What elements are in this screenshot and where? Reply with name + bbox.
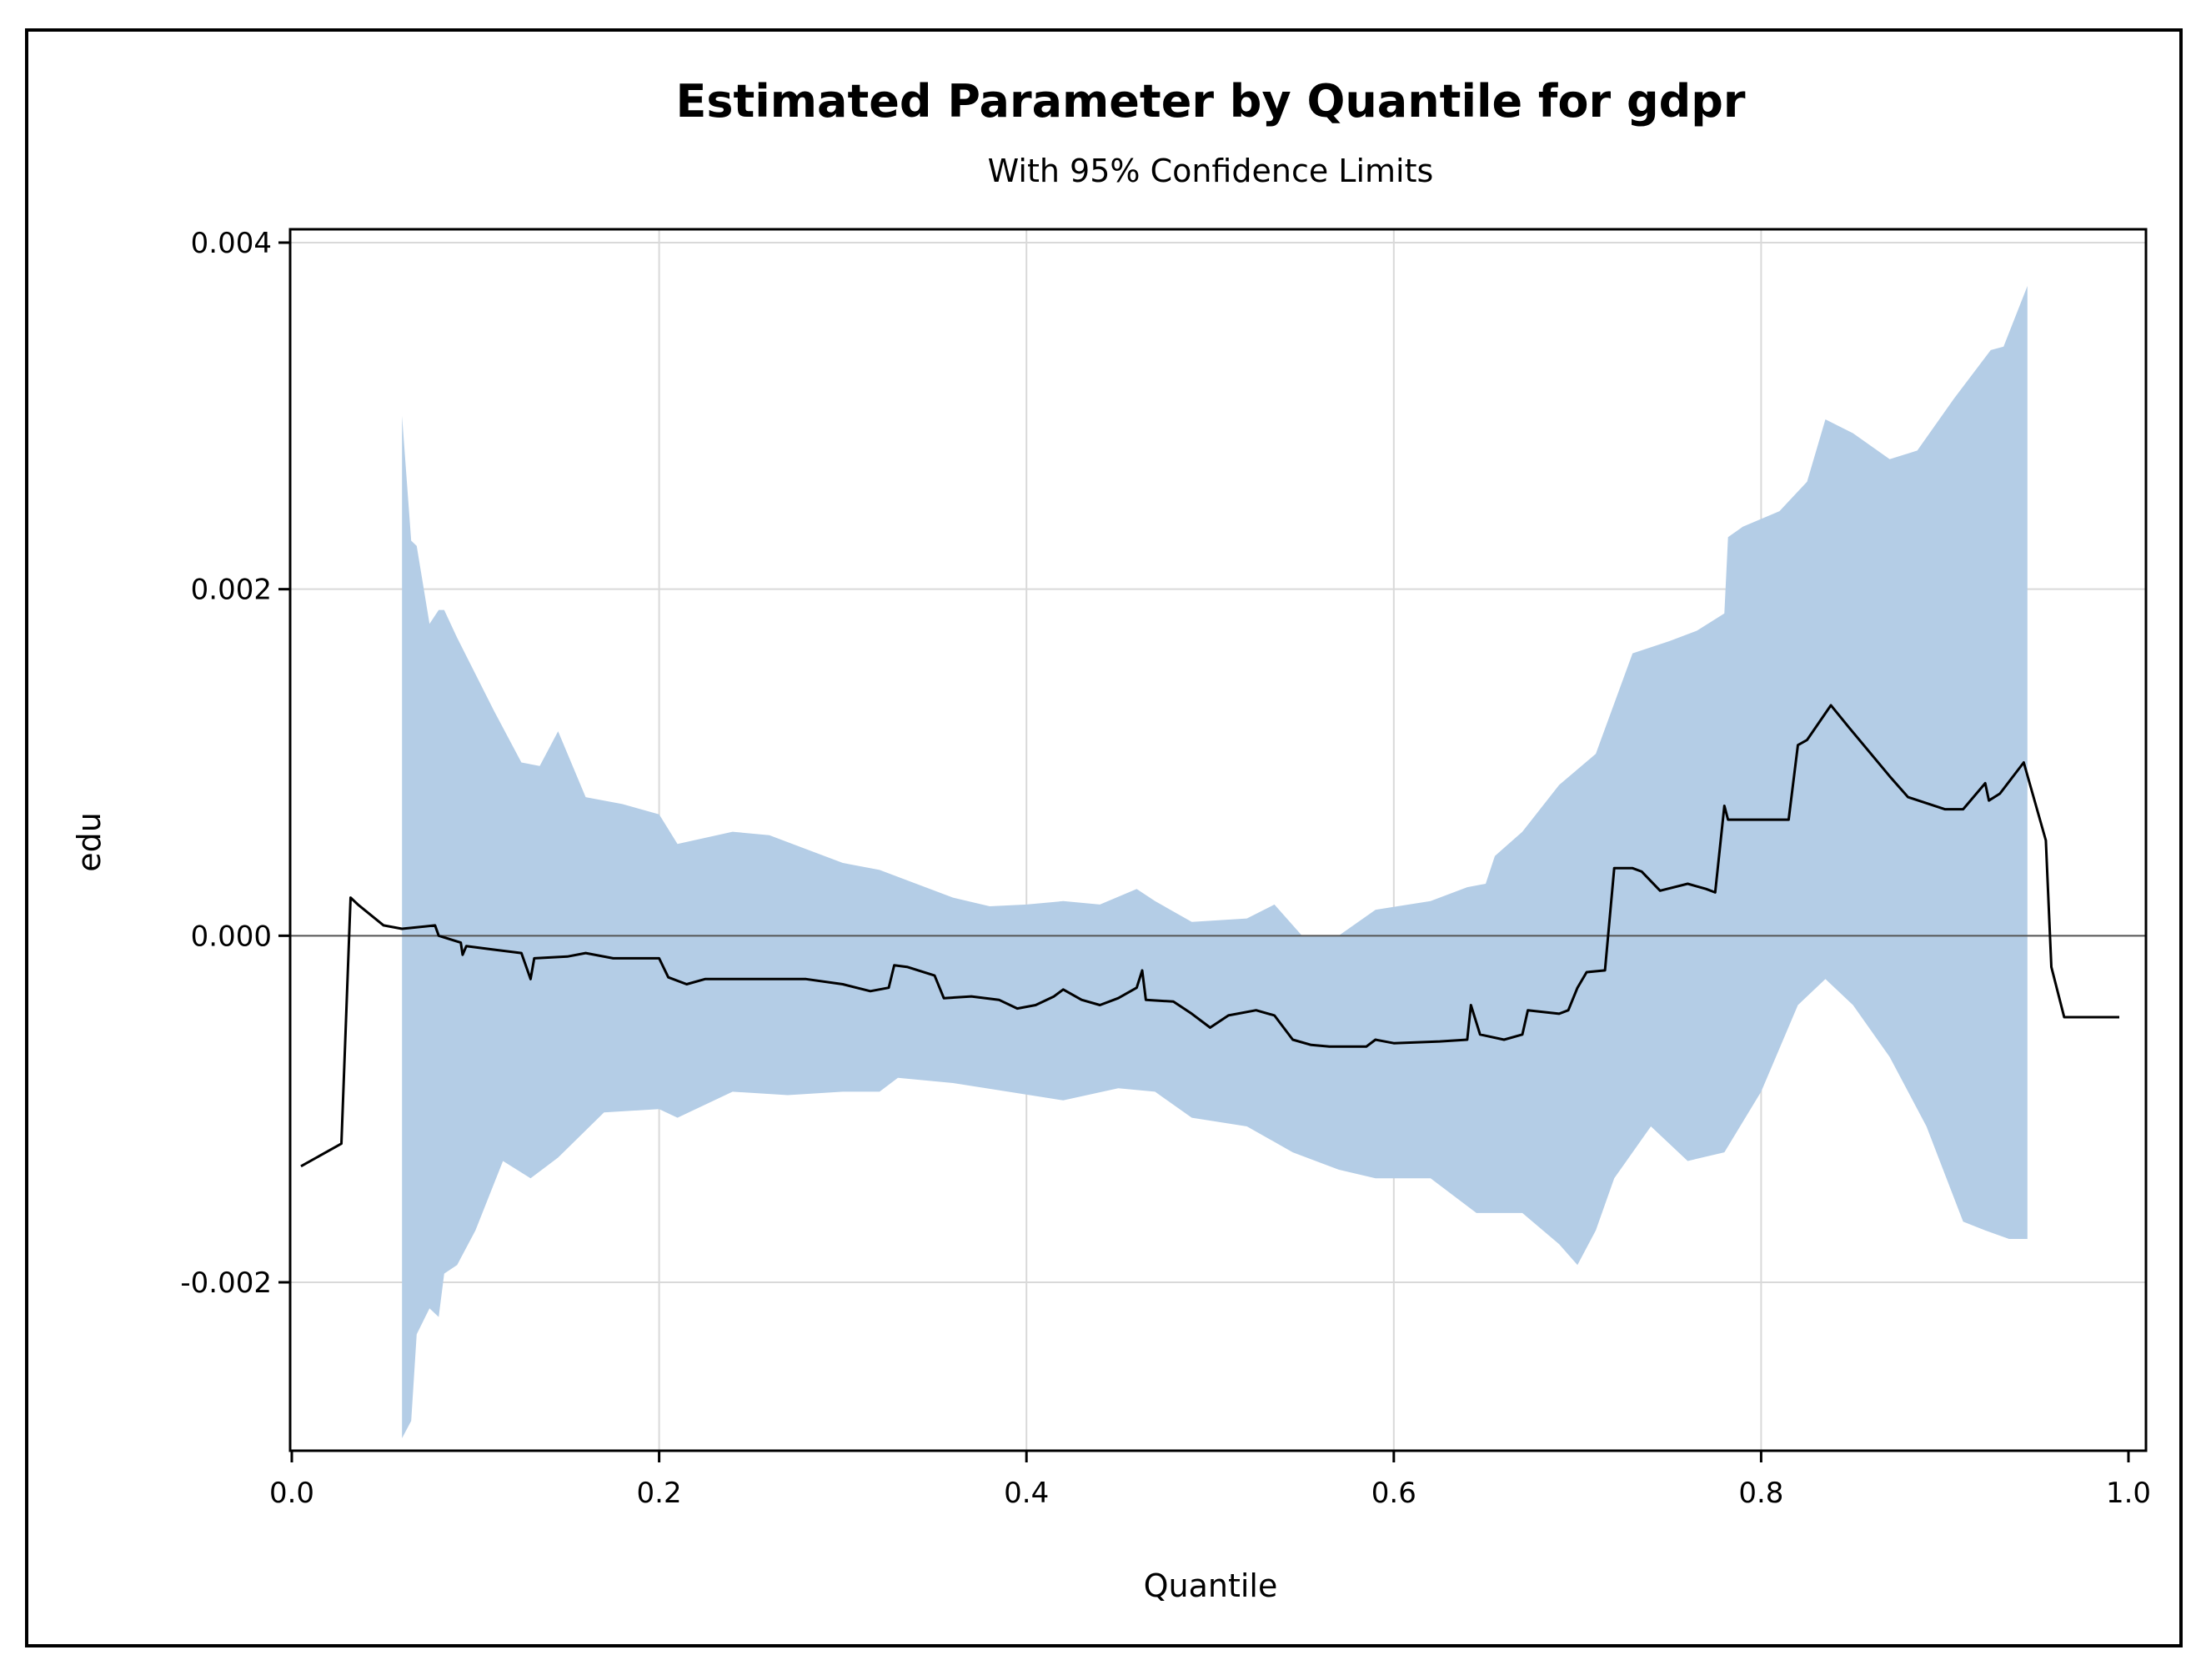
chart-subtitle: With 95% Confidence Limits (988, 153, 1434, 189)
chart-title: Estimated Parameter by Quantile for gdpr (675, 75, 1745, 128)
y-tick-label: -0.002 (180, 1266, 272, 1300)
x-tick-label: 0.0 (269, 1477, 314, 1510)
x-axis-label: Quantile (1144, 1567, 1278, 1604)
y-axis-ticks: 0.004 0.002 0.000 -0.002 (180, 227, 290, 1300)
x-tick-label: 0.6 (1371, 1477, 1416, 1510)
x-tick-label: 0.8 (1738, 1477, 1783, 1510)
confidence-band-layer (402, 286, 2028, 1438)
x-axis-ticks: 0.0 0.2 0.4 0.6 0.8 1.0 (269, 1451, 2151, 1510)
x-tick-label: 0.4 (1004, 1477, 1049, 1510)
y-axis-label: edu (71, 812, 108, 872)
y-tick-label: 0.004 (191, 227, 272, 260)
estimate-line (300, 704, 2119, 1168)
x-tick-label: 0.2 (637, 1477, 682, 1510)
estimate-line-layer (300, 704, 2119, 1168)
y-tick-label: 0.000 (191, 920, 272, 953)
confidence-band (402, 286, 2028, 1438)
plot-area-frame (288, 228, 2148, 1452)
y-tick-label: 0.002 (191, 574, 272, 607)
x-tick-label: 1.0 (2106, 1477, 2151, 1510)
